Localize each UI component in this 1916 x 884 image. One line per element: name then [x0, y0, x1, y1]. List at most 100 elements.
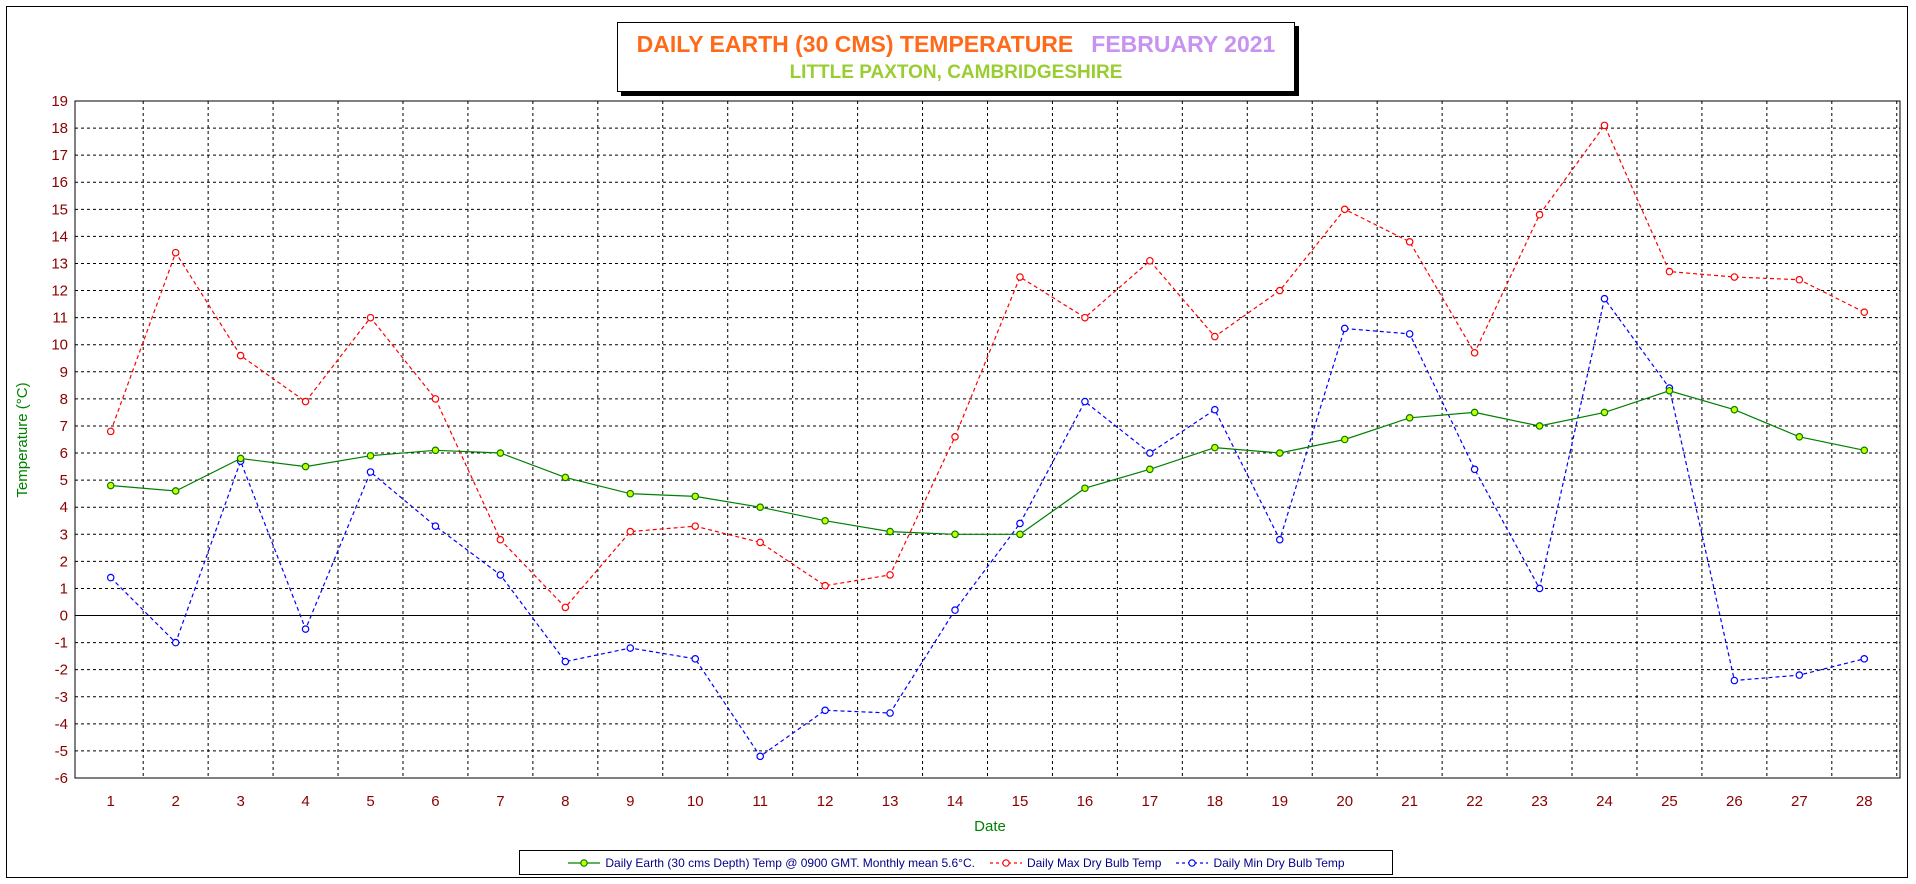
y-tick-label: 8 [60, 391, 68, 408]
series-point-2 [886, 709, 894, 717]
series-line-0 [110, 390, 1865, 535]
x-tick-label: 18 [1206, 793, 1223, 810]
y-tick-label: -1 [55, 635, 68, 652]
series-point-1 [1016, 273, 1024, 281]
x-axis-title: Date [974, 818, 1006, 835]
series-layer [106, 121, 1869, 761]
series-point-1 [106, 427, 115, 436]
series-point-1 [691, 522, 700, 530]
series-line-2 [110, 297, 1865, 758]
x-tick-label: 2 [171, 793, 179, 810]
series-point-0 [691, 492, 700, 501]
series-point-0 [1535, 422, 1544, 430]
legend-item-2: Daily Min Dry Bulb Temp [1175, 856, 1345, 870]
x-tick-label: 6 [431, 793, 439, 810]
series-point-2 [1340, 324, 1349, 333]
series-point-2 [1146, 449, 1154, 457]
series-point-0 [1016, 530, 1024, 539]
series-point-1 [301, 397, 310, 406]
y-tick-label: -3 [55, 689, 68, 706]
series-point-1 [1795, 275, 1804, 284]
series-point-2 [366, 468, 375, 476]
y-tick-label: 14 [51, 228, 68, 245]
series-point-2 [496, 571, 505, 579]
series-point-0 [1665, 386, 1674, 395]
y-tick-label: 16 [51, 174, 68, 191]
x-tick-label: 25 [1661, 793, 1678, 810]
series-point-0 [1211, 443, 1219, 452]
legend: Daily Earth (30 cms Depth) Temp @ 0900 G… [519, 850, 1393, 875]
series-point-2 [1795, 671, 1804, 679]
series-point-2 [1600, 294, 1609, 303]
grid-lines [75, 101, 1900, 778]
series-point-1 [1470, 349, 1479, 357]
series-point-1 [1081, 313, 1089, 322]
y-tick-label: -5 [55, 743, 68, 760]
series-point-1 [1860, 308, 1869, 317]
x-tick-label: 23 [1531, 793, 1548, 810]
series-point-2 [1470, 465, 1479, 474]
legend-label: Daily Max Dry Bulb Temp [1026, 855, 1162, 870]
y-tick-label: 6 [60, 445, 68, 462]
series-point-1 [1730, 273, 1739, 281]
x-tick-label: 9 [626, 793, 634, 810]
y-tick-label: 4 [60, 499, 68, 516]
x-tick-label: 28 [1856, 793, 1873, 810]
series-point-0 [496, 449, 505, 457]
x-tick-label: 12 [817, 793, 834, 810]
x-tick-label: 24 [1596, 793, 1613, 810]
x-tick-label: 14 [947, 793, 964, 810]
series-point-2 [301, 625, 310, 633]
series-point-0 [1730, 405, 1739, 414]
series-point-2 [1730, 676, 1739, 685]
x-tick-label: 5 [366, 793, 374, 810]
y-tick-label: -4 [55, 716, 68, 733]
series-point-1 [1275, 286, 1284, 295]
series-point-0 [1860, 446, 1869, 455]
x-tick-label: 27 [1791, 793, 1808, 810]
y-tick-label: 19 [51, 93, 68, 110]
y-axis-title: Temperature (°C) [14, 382, 31, 497]
series-point-1 [1146, 256, 1154, 265]
series-point-2 [756, 752, 764, 761]
series-point-1 [626, 527, 635, 536]
series-point-1 [1211, 332, 1219, 341]
series-point-0 [561, 473, 570, 482]
y-tick-label: 12 [51, 283, 68, 300]
x-tick-label: 11 [752, 793, 768, 810]
chart-title-period: FEBRUARY 2021 [1091, 31, 1276, 57]
series-point-0 [236, 454, 245, 463]
y-tick-label: -6 [55, 770, 68, 787]
series-point-1 [561, 603, 570, 612]
x-tick-label: 13 [882, 793, 899, 810]
series-point-1 [886, 571, 894, 579]
series-point-2 [561, 657, 570, 666]
series-point-1 [431, 395, 440, 403]
series-point-2 [1535, 584, 1544, 593]
series-point-2 [1405, 330, 1414, 338]
series-line-1 [110, 124, 1865, 609]
x-tick-label: 19 [1271, 793, 1288, 810]
series-point-1 [1340, 205, 1349, 214]
x-tick-label: 8 [561, 793, 569, 810]
series-point-2 [1016, 519, 1024, 528]
series-point-1 [756, 538, 764, 547]
y-tick-label: -2 [55, 662, 68, 679]
tick-labels: 191817161514131211109876543210-1-2-3-4-5… [51, 93, 1872, 810]
y-tick-label: 1 [60, 580, 68, 597]
series-point-2 [106, 573, 115, 582]
y-tick-label: 5 [60, 472, 68, 489]
series-point-1 [1405, 238, 1414, 246]
y-tick-label: 11 [52, 310, 68, 327]
series-point-0 [1275, 449, 1284, 457]
series-point-0 [301, 462, 310, 471]
series-point-0 [626, 489, 635, 498]
series-point-0 [821, 516, 829, 525]
y-tick-label: 17 [51, 147, 68, 164]
series-point-2 [1275, 535, 1284, 544]
y-tick-label: 18 [51, 120, 68, 137]
y-tick-label: 10 [51, 337, 68, 354]
series-point-1 [1535, 210, 1544, 219]
chart-subtitle: LITTLE PAXTON, CAMBRIDGESHIRE [789, 62, 1123, 83]
